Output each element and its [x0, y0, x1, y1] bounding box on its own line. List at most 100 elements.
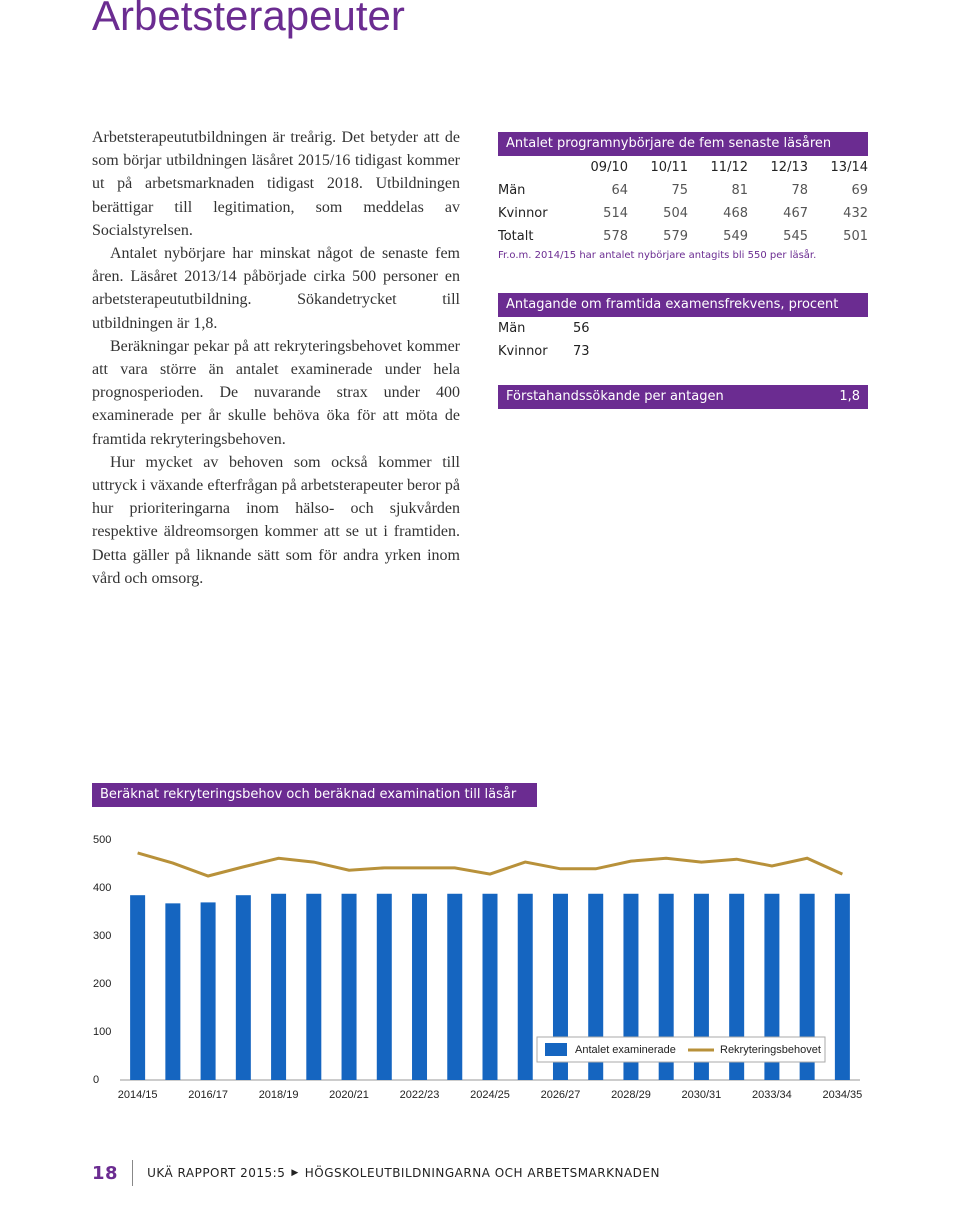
x-tick-label: 2016/17: [188, 1089, 228, 1101]
bar: [517, 893, 533, 1080]
table: Män 56 Kvinnor 73: [498, 317, 698, 363]
bar: [200, 902, 216, 1080]
bar: [412, 893, 428, 1080]
line: [137, 851, 843, 878]
table3: Förstahandssökande per antagen 1,8: [498, 385, 868, 409]
row: Män 56: [498, 317, 698, 340]
cell: Kvinnor: [498, 206, 548, 221]
x-tick-label: 2014/15: [118, 1089, 158, 1101]
x-tick-label: 2026/27: [541, 1089, 581, 1101]
y-tick-label: 200: [93, 978, 111, 990]
header-cell: 12/13: [770, 160, 808, 175]
bar: [271, 893, 287, 1080]
row: Kvinnor 514 504 468 467 432: [498, 202, 868, 225]
cell: Totalt: [498, 229, 534, 244]
legend-swatch: [545, 1043, 567, 1056]
bar: [235, 895, 251, 1080]
paragraph: Arbetsterapeututbildningen är treårig. D…: [92, 129, 460, 239]
y-tick-label: 500: [93, 834, 111, 846]
chart: 0 100 200 300 400 500 2014/15 2016/17 2018/19 202…: [93, 834, 862, 1101]
table1: Antalet programnybörjare de fem senaste …: [498, 132, 868, 261]
cell: 468: [723, 206, 748, 221]
cell: 504: [663, 206, 688, 221]
arrow: ▶: [291, 1168, 299, 1178]
cell: 501: [843, 229, 868, 244]
paragraph: Antalet nybörjare har minskat något de s…: [92, 245, 460, 332]
cell: 549: [723, 229, 748, 244]
y-tick-label: 400: [93, 882, 111, 894]
x-tick-label: 2024/25: [470, 1089, 510, 1101]
bar: [165, 903, 181, 1080]
cell: 64: [611, 183, 628, 198]
bar: [623, 893, 639, 1080]
bar: [376, 893, 392, 1080]
table-title: Antalet programnybörjare de fem senaste …: [498, 132, 868, 156]
row: Kvinnor 73: [498, 340, 698, 363]
cell: Män: [498, 321, 526, 336]
bar: [482, 893, 498, 1080]
row: Totalt 578 579 549 545 501: [498, 225, 868, 248]
y-tick-label: 300: [93, 930, 111, 942]
paragraph: Hur mycket av behoven som också kommer t…: [92, 453, 460, 587]
header-cell: 13/14: [830, 160, 868, 175]
header-row: 09/10 10/11 11/12 12/13 13/14: [498, 156, 868, 179]
bar: [341, 893, 357, 1080]
value: 1,8: [839, 389, 860, 404]
x-tick-label: 2034/35: [822, 1089, 862, 1101]
bar: [447, 893, 463, 1080]
cell: 514: [603, 206, 628, 221]
legend-label: Antalet examinerade: [575, 1044, 676, 1056]
x-tick-label: 2022/23: [400, 1089, 440, 1101]
table: 09/10 10/11 11/12 12/13 13/14 Män 64 75 81 78 69 Kv…: [498, 156, 868, 248]
body-text: Arbetsterapeututbildningen är treårig. D…: [92, 126, 460, 590]
x-tick-label: 2028/29: [611, 1089, 651, 1101]
bar: [658, 893, 674, 1080]
table-note: Fr.o.m. 2014/15 har antalet nybörjare an…: [498, 250, 817, 261]
bar: [552, 893, 568, 1080]
bar: [764, 893, 780, 1080]
y-tick-label: 100: [93, 1026, 111, 1038]
bar: [729, 893, 745, 1080]
table-title: Antagande om framtida examensfrekvens, p…: [498, 293, 868, 317]
bar: [834, 893, 850, 1080]
footer: 18 UKÄ RAPPORT 2015:5 ▶ HÖGSKOLEUTBILDNI…: [92, 1160, 660, 1186]
bar: [693, 893, 709, 1080]
page-title: Arbetsterapeuter: [92, 0, 405, 39]
cell: 69: [851, 183, 868, 198]
cell: 75: [671, 183, 688, 198]
row: Män 64 75 81 78 69: [498, 179, 868, 202]
cell: 578: [603, 229, 628, 244]
x-tick-label: 2033/34: [752, 1089, 792, 1101]
cell: Kvinnor: [498, 344, 548, 359]
paragraph: Beräkningar pekar på att rekryteringsbeh…: [92, 337, 460, 448]
page-number: 18: [92, 1162, 119, 1184]
legend-box: [536, 1036, 826, 1063]
header-cell: 09/10: [590, 160, 628, 175]
cell: 432: [843, 206, 868, 221]
legend-label: Rekryteringsbehovet: [720, 1044, 821, 1056]
bar: [306, 893, 322, 1080]
cell: 56: [573, 321, 590, 336]
report: UKÄ RAPPORT 2015:5: [147, 1166, 286, 1180]
bar: [130, 895, 146, 1080]
cell: Män: [498, 183, 526, 198]
table2: Antagande om framtida examensfrekvens, p…: [498, 293, 868, 363]
bar: [799, 893, 815, 1080]
chart-title: Beräknat rekryteringsbehov och beräknad …: [92, 783, 537, 826]
label: Förstahandssökande per antagen: [506, 389, 724, 404]
cell: 73: [573, 344, 590, 359]
x-tick-label: 2030/31: [682, 1089, 722, 1101]
cell: 467: [783, 206, 808, 221]
header-cell: 11/12: [710, 160, 748, 175]
y-tick-label: 0: [93, 1074, 99, 1086]
header-cell: 10/11: [650, 160, 688, 175]
bar: [588, 893, 604, 1080]
cell: 81: [731, 183, 748, 198]
cell: 579: [663, 229, 688, 244]
section: HÖGSKOLEUTBILDNINGARNA OCH ARBETSMARKNAD…: [304, 1166, 660, 1180]
cell: 78: [791, 183, 808, 198]
x-tick-label: 2020/21: [329, 1089, 369, 1101]
x-tick-label: 2018/19: [259, 1089, 299, 1101]
cell: 545: [783, 229, 808, 244]
